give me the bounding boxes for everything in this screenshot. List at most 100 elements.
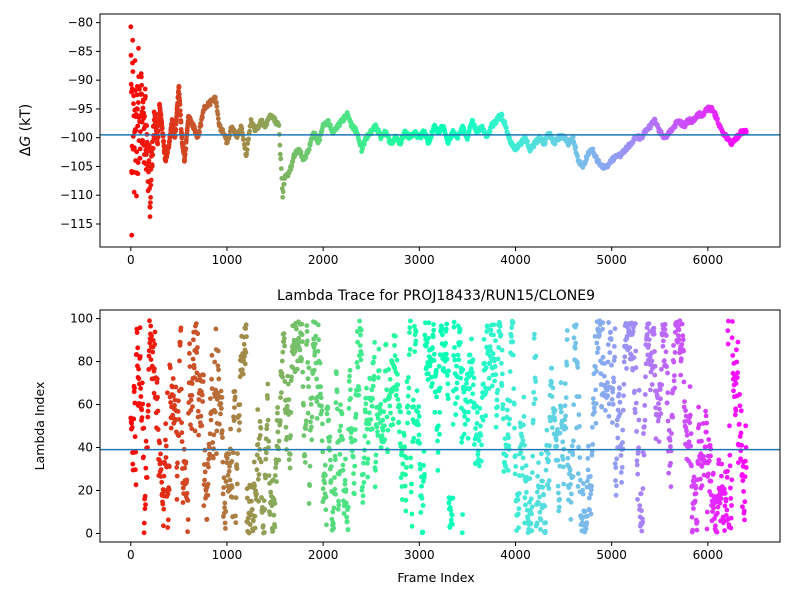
delta-g-point — [362, 141, 367, 147]
lambda-point — [586, 495, 592, 501]
lambda-y-tick-label: 0 — [85, 526, 93, 540]
lambda-point — [647, 354, 653, 359]
delta-g-point — [593, 153, 599, 159]
lambda-point — [327, 434, 333, 440]
lambda-point — [163, 421, 169, 427]
delta-g-point — [247, 128, 253, 134]
lambda-point — [584, 520, 590, 526]
lambda-point — [395, 382, 401, 388]
lambda-point — [179, 420, 185, 426]
lambda-point — [522, 495, 528, 501]
lambda-point — [532, 396, 538, 402]
lambda-point — [562, 417, 568, 423]
lambda-point — [431, 327, 437, 333]
lambda-point — [235, 451, 240, 456]
lambda-point — [275, 410, 280, 416]
delta-g-x-tick-label: 6000 — [693, 253, 724, 267]
lambda-point — [222, 505, 228, 511]
lambda-point — [564, 328, 570, 333]
lambda-point — [736, 421, 742, 427]
lambda-point — [357, 343, 363, 348]
lambda-point — [735, 339, 741, 345]
lambda-axes-frame — [99, 309, 781, 543]
lambda-point — [254, 467, 260, 473]
lambda-point — [246, 530, 252, 536]
lambda-point — [531, 389, 536, 395]
lambda-point — [529, 511, 534, 517]
lambda-point — [689, 514, 695, 520]
delta-g-point — [182, 151, 188, 157]
lambda-point — [640, 519, 646, 525]
lambda-point — [344, 519, 350, 524]
lambda-point — [190, 356, 196, 362]
lambda-point — [661, 358, 667, 364]
lambda-point — [417, 441, 422, 446]
lambda-point — [444, 351, 449, 357]
delta-g-point — [173, 126, 179, 132]
lambda-point — [184, 477, 190, 483]
lambda-point — [324, 522, 329, 528]
lambda-point — [521, 422, 526, 428]
lambda-point — [304, 329, 310, 334]
lambda-point — [740, 504, 745, 510]
lambda-point — [703, 413, 709, 419]
lambda-point — [600, 320, 606, 325]
lambda-point — [148, 357, 154, 362]
lambda-point — [549, 380, 554, 385]
lambda-point — [347, 373, 352, 379]
lambda-point — [193, 321, 199, 326]
lambda-point — [431, 351, 437, 357]
lambda-point — [682, 399, 687, 404]
lambda-point — [328, 478, 334, 483]
lambda-point — [307, 483, 313, 488]
lambda-point — [671, 359, 677, 365]
lambda-point — [375, 415, 381, 421]
delta-g-point — [176, 84, 182, 90]
delta-g-point — [159, 125, 165, 131]
lambda-point — [666, 470, 671, 476]
lambda-point — [132, 400, 138, 406]
lambda-point — [443, 340, 448, 346]
delta-g-point — [281, 181, 287, 187]
lambda-point — [386, 367, 392, 372]
lambda-point — [451, 319, 457, 325]
lambda-point — [227, 464, 232, 469]
lambda-point — [570, 474, 576, 479]
lambda-point — [519, 465, 525, 471]
lambda-point — [218, 388, 224, 394]
lambda-point — [288, 378, 294, 383]
lambda-point — [600, 354, 606, 360]
lambda-point — [640, 486, 646, 491]
lambda-point — [516, 506, 522, 511]
lambda-point — [326, 438, 332, 444]
lambda-point — [681, 404, 687, 410]
lambda-point — [302, 453, 308, 459]
lambda-point — [183, 459, 189, 465]
delta-g-point — [200, 115, 205, 120]
lambda-x-axis-label: Frame Index — [397, 570, 474, 585]
lambda-point — [634, 429, 639, 434]
lambda-point — [555, 483, 561, 489]
lambda-point — [656, 439, 662, 444]
lambda-point — [132, 385, 137, 391]
lambda-point — [521, 394, 527, 400]
delta-g-point — [135, 171, 141, 177]
lambda-point — [143, 502, 148, 507]
lambda-point — [420, 530, 426, 535]
lambda-point — [613, 478, 618, 483]
lambda-point — [418, 510, 424, 515]
lambda-point — [422, 332, 428, 338]
lambda-point — [380, 428, 386, 433]
lambda-x-tick-label: 4000 — [500, 548, 531, 562]
delta-g-point — [155, 128, 161, 134]
delta-g-point — [158, 112, 164, 118]
lambda-point — [361, 480, 367, 485]
lambda-point — [635, 449, 641, 455]
lambda-point — [646, 337, 652, 342]
delta-g-point — [217, 123, 223, 129]
lambda-point — [620, 407, 626, 413]
lambda-point — [474, 421, 480, 426]
lambda-point — [372, 484, 378, 490]
delta-g-point — [133, 127, 139, 133]
delta-g-point — [138, 129, 143, 135]
